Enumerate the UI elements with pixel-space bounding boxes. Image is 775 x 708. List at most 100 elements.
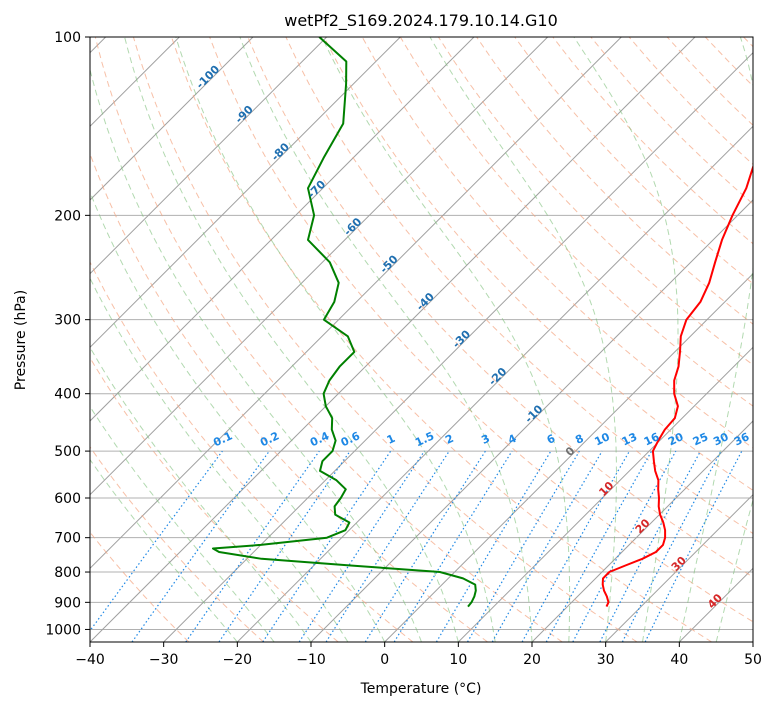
dry-adiabat-line	[209, 37, 753, 623]
mixing-ratio-line	[435, 450, 552, 642]
mixing-ratio-line	[131, 450, 270, 642]
mixing-ratio-line	[364, 450, 486, 642]
dry-adiabat-line	[590, 37, 753, 205]
mixing-ratio-line	[599, 450, 702, 642]
mixing-ratio-line	[644, 450, 743, 642]
isotherm-line	[163, 51, 753, 642]
isotherm-line	[236, 125, 753, 642]
background-lines	[90, 37, 753, 642]
x-axis: −40 −30 −20 −10 0 10 20 30 40 50	[75, 642, 762, 668]
mixing-ratio-line	[325, 450, 450, 642]
moist-adiabat-line	[573, 37, 679, 642]
dry-adiabat-line	[743, 37, 753, 48]
x-tick-label: −20	[223, 652, 253, 668]
moist-adiabat-line	[90, 405, 275, 642]
mixing-ratio-line	[572, 450, 677, 642]
x-tick-label: −40	[75, 652, 105, 668]
y-tick-label: 400	[54, 387, 81, 403]
dry-adiabat-line	[552, 37, 753, 245]
mixing-ratio-line	[393, 450, 513, 642]
isotherm-line	[90, 37, 549, 496]
mixing-ratio-label: 25	[691, 430, 710, 448]
isotherm-label: -20	[486, 365, 509, 388]
dry-adiabat-line	[132, 37, 638, 642]
moist-adiabat-line	[715, 498, 753, 642]
x-tick-label: 50	[744, 652, 762, 668]
y-axis: 100 200 300 400 500 600 700 800 900 1000	[45, 30, 90, 638]
mixing-ratio-label: 8	[573, 432, 585, 447]
isotherm-label: -60	[341, 215, 364, 238]
isotherm-label: 20	[633, 516, 653, 536]
moist-adiabat-line	[90, 277, 349, 642]
mixing-ratio-line	[185, 450, 320, 642]
dry-adiabat-line	[476, 37, 753, 325]
isotherm-line	[310, 199, 753, 642]
x-tick-label: 10	[449, 652, 467, 668]
moist-adiabat-line	[175, 37, 496, 642]
isotherm-label: -90	[233, 103, 256, 126]
isotherm-line	[90, 37, 328, 275]
mixing-ratio-label: 0.1	[211, 429, 234, 449]
mixing-ratio-label: 36	[732, 430, 752, 448]
mixing-ratio-line	[466, 450, 580, 642]
y-tick-label: 1000	[45, 622, 81, 638]
dry-adiabat-line	[171, 37, 712, 642]
isotherm-label: -10	[522, 402, 545, 425]
y-axis-label: Pressure (hPa)	[13, 290, 29, 390]
moist-adiabat-line	[90, 346, 312, 642]
dry-adiabat-line	[285, 37, 753, 535]
mixing-ratio-label: 0.4	[308, 429, 331, 449]
dry-adiabat-line	[514, 37, 753, 285]
dry-adiabat-line	[323, 37, 753, 491]
moist-adiabat-line	[239, 37, 533, 642]
y-tick-label: 800	[54, 565, 81, 581]
mixing-ratio-line	[298, 450, 425, 642]
x-tick-label: 20	[523, 652, 541, 668]
mixing-ratio-line	[545, 450, 653, 642]
moist-adiabat-line	[124, 37, 459, 642]
isotherm-line	[605, 493, 753, 642]
y-tick-label: 900	[54, 595, 81, 611]
dry-adiabat-line	[94, 37, 563, 642]
moist-adiabat-line	[90, 67, 422, 642]
y-tick-label: 100	[54, 30, 81, 46]
y-tick-label: 600	[54, 491, 81, 507]
moist-adiabat-line	[90, 458, 238, 642]
isotherm-line	[90, 37, 475, 422]
dry-adiabat-line	[90, 260, 414, 642]
isotherm-label: -100	[194, 63, 223, 92]
dry-adiabat-line	[666, 37, 753, 126]
x-tick-label: −30	[149, 652, 179, 668]
mixing-ratio-label: 20	[666, 430, 686, 448]
isotherm-line	[752, 641, 753, 642]
isotherm-line	[90, 37, 696, 642]
isotherm-line	[384, 272, 753, 642]
mixing-ratio-line	[218, 450, 351, 642]
moist-adiabat-line	[429, 37, 617, 642]
moist-adiabat-line	[678, 37, 753, 642]
y-tick-label: 700	[54, 531, 81, 547]
y-tick-label: 200	[54, 208, 81, 224]
mixing-ratio-label: 30	[711, 430, 731, 448]
temperature-profile	[601, 163, 753, 608]
plot-frame	[89, 36, 754, 643]
mixing-ratio-line	[90, 450, 223, 632]
isotherm-label: -50	[377, 252, 400, 275]
mixing-ratio-label: 16	[642, 430, 662, 448]
isotherm-label: -30	[450, 327, 473, 350]
mixing-ratio-label: 2	[443, 432, 455, 447]
chart-title: wetPf2_S169.2024.179.10.14.G10	[284, 11, 558, 31]
isotherm-line	[531, 420, 753, 642]
isotherm-label: -40	[414, 290, 437, 313]
isotherm-label: 40	[705, 591, 725, 611]
x-axis-label: Temperature (°C)	[360, 681, 482, 697]
profile-lines	[212, 37, 753, 608]
mixing-ratio-label: 3	[479, 432, 491, 447]
moist-adiabat-line	[321, 37, 571, 642]
mixing-ratio-label: 10	[593, 430, 613, 448]
mixing-ratio-label: 0.2	[258, 429, 281, 449]
x-tick-label: 40	[670, 652, 688, 668]
x-tick-label: 0	[380, 652, 389, 668]
dry-adiabat-line	[704, 37, 753, 87]
